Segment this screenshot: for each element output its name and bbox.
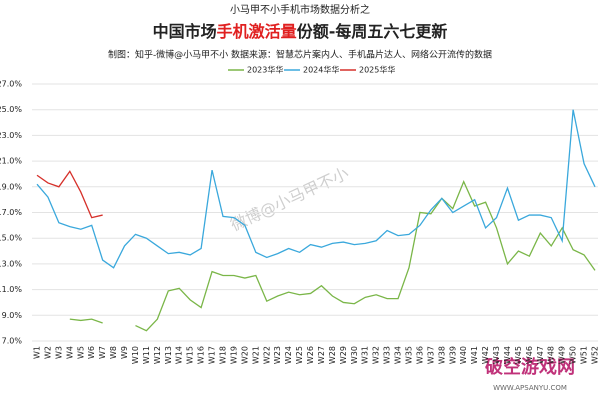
x-tick-label: W3 bbox=[54, 346, 63, 359]
y-tick-label: 17.0% bbox=[0, 208, 22, 217]
y-tick-label: 13.0% bbox=[0, 259, 22, 268]
x-tick-label: W45 bbox=[514, 346, 523, 364]
chart-title: 中国市场手机激活量份额-每周五六七更新 bbox=[153, 22, 448, 41]
series-line bbox=[36, 170, 103, 219]
x-tick-label: W1 bbox=[33, 346, 42, 359]
x-tick-label: W36 bbox=[415, 346, 424, 364]
x-tick-label: W27 bbox=[317, 346, 326, 364]
x-tick-label: W34 bbox=[394, 346, 403, 364]
x-tick-label: W14 bbox=[175, 346, 184, 364]
x-tick-label: W33 bbox=[383, 346, 392, 364]
x-tick-label: W8 bbox=[109, 346, 118, 359]
x-tick-label: W31 bbox=[361, 346, 370, 364]
x-tick-label: W42 bbox=[481, 346, 490, 364]
x-tick-label: W44 bbox=[503, 346, 512, 364]
x-tick-label: W47 bbox=[536, 346, 545, 364]
x-tick-label: W10 bbox=[131, 346, 140, 364]
x-tick-label: W39 bbox=[448, 346, 457, 364]
x-tick-label: W23 bbox=[273, 346, 282, 364]
x-tick-label: W13 bbox=[164, 346, 173, 364]
legend-label: 2025华华 bbox=[359, 65, 395, 75]
y-tick-label: 7.0% bbox=[2, 337, 23, 346]
x-tick-label: W24 bbox=[284, 346, 293, 364]
x-tick-label: W51 bbox=[580, 346, 589, 364]
y-tick-label: 15.0% bbox=[0, 234, 22, 243]
x-tick-label: W22 bbox=[262, 346, 271, 364]
site-name: 破空游戏网 bbox=[485, 356, 575, 378]
x-tick-label: W15 bbox=[186, 346, 195, 364]
legend-label: 2024华华 bbox=[303, 65, 339, 75]
x-tick-label: W2 bbox=[43, 346, 52, 359]
x-tick-label: W7 bbox=[98, 346, 107, 359]
x-tick-label: W37 bbox=[426, 346, 435, 364]
x-tick-label: W26 bbox=[306, 346, 315, 364]
x-tick-label: W49 bbox=[558, 346, 567, 364]
y-tick-label: 21.0% bbox=[0, 157, 22, 166]
y-tick-label: 9.0% bbox=[2, 311, 23, 320]
x-tick-label: W11 bbox=[142, 346, 151, 364]
x-tick-label: W17 bbox=[208, 346, 217, 364]
x-tick-label: W48 bbox=[547, 346, 556, 364]
subtitle: 制图：知乎-微博@小马甲不小 数据来源：智慧芯片案内人、手机晶片达人、网络公开流… bbox=[108, 49, 492, 61]
y-tick-label: 11.0% bbox=[0, 285, 22, 294]
x-tick-label: W5 bbox=[76, 346, 85, 359]
series-line bbox=[36, 109, 596, 269]
site-url: WWW.APSANYU.COM bbox=[493, 384, 567, 392]
y-tick-label: 25.0% bbox=[0, 105, 22, 114]
x-tick-label: W38 bbox=[437, 346, 446, 364]
x-tick-label: W20 bbox=[240, 346, 249, 364]
x-tick-label: W25 bbox=[295, 346, 304, 364]
series-line bbox=[69, 180, 596, 332]
x-tick-label: W19 bbox=[229, 346, 238, 364]
x-tick-label: W21 bbox=[251, 346, 260, 364]
watermark: 微博@小马甲不小 bbox=[228, 163, 352, 234]
x-tick-label: W32 bbox=[372, 346, 381, 364]
x-tick-label: W50 bbox=[569, 346, 578, 364]
x-tick-label: W35 bbox=[405, 346, 414, 364]
x-tick-label: W43 bbox=[492, 346, 501, 364]
y-tick-label: 27.0% bbox=[0, 80, 22, 89]
x-tick-label: W52 bbox=[591, 346, 600, 364]
x-tick-label: W4 bbox=[65, 346, 74, 359]
x-tick-label: W12 bbox=[153, 346, 162, 364]
x-tick-label: W30 bbox=[350, 346, 359, 364]
legend-label: 2023华华 bbox=[247, 65, 283, 75]
x-tick-label: W46 bbox=[525, 346, 534, 364]
y-tick-label: 23.0% bbox=[0, 131, 22, 140]
x-tick-label: W28 bbox=[328, 346, 337, 364]
x-tick-label: W40 bbox=[459, 346, 468, 364]
x-tick-label: W41 bbox=[470, 346, 479, 364]
x-tick-label: W16 bbox=[197, 346, 206, 364]
supertitle: 小马甲不小手机市场数据分析之 bbox=[230, 3, 370, 16]
x-tick-label: W6 bbox=[87, 346, 96, 359]
x-tick-label: W9 bbox=[120, 346, 129, 359]
x-tick-label: W29 bbox=[339, 346, 348, 364]
x-tick-label: W18 bbox=[219, 346, 228, 364]
y-tick-label: 19.0% bbox=[0, 182, 22, 191]
